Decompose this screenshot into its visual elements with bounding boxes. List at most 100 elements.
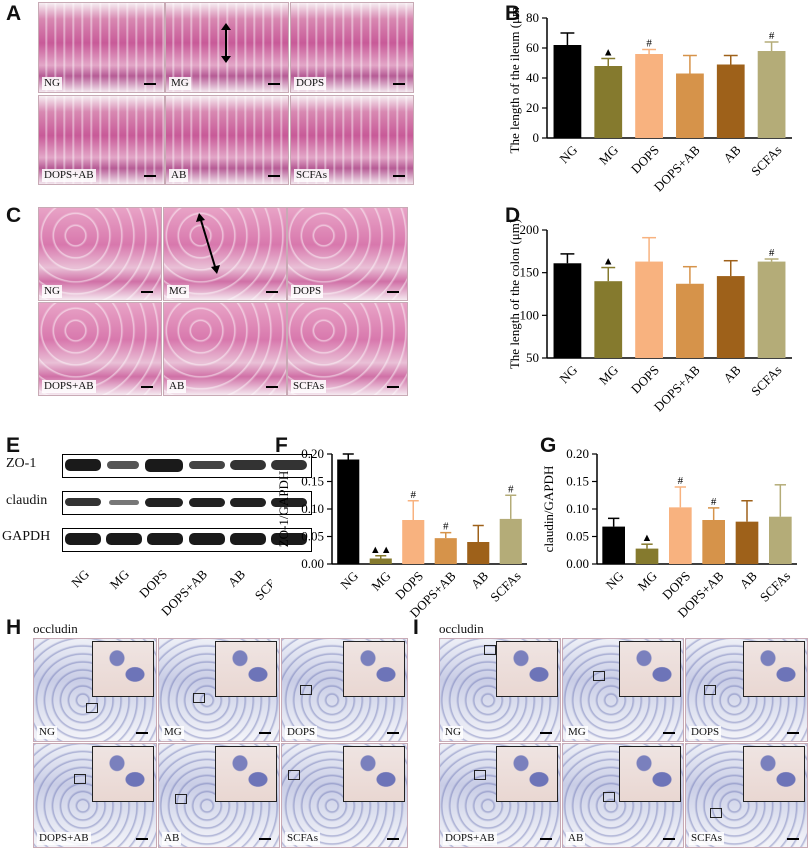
lane-label: MG (107, 567, 132, 592)
inset-source-box (710, 808, 722, 818)
micrograph-label: SCFAs (689, 832, 724, 845)
micrograph-label: DOPS+AB (443, 832, 497, 845)
y-tick-label: 0.20 (301, 446, 324, 461)
significance-mark: # (443, 521, 449, 533)
blot-band (65, 498, 101, 506)
micrograph-label: MG (169, 77, 191, 90)
bar (735, 521, 759, 564)
micrograph-a-dops-ab: DOPS+AB (38, 95, 165, 185)
x-tick-label: NG (556, 142, 580, 166)
ihc-title: occludin (439, 621, 484, 636)
x-tick-label: AB (737, 568, 761, 592)
x-tick-label: MG (596, 142, 621, 167)
blot-strip-gapdh (62, 528, 312, 552)
scale-bar (393, 83, 405, 85)
y-tick-label: 50 (526, 350, 539, 365)
inset-source-box (474, 770, 486, 780)
blot-band (271, 498, 307, 507)
scale-bar (144, 83, 156, 85)
x-tick-label: MG (634, 568, 659, 593)
scale-bar (259, 732, 271, 734)
micrograph-c-ng: NG (38, 207, 162, 301)
blot-band (271, 533, 307, 545)
bar (594, 281, 623, 358)
scale-bar (387, 386, 399, 388)
x-tick-label: NG (337, 568, 361, 592)
scale-bar (787, 838, 799, 840)
ihc-h-ng: NG (33, 638, 157, 742)
ihc-h-dops: DOPS (281, 638, 408, 742)
panel-letter-b: B (505, 2, 521, 25)
ihc-inset (743, 641, 805, 697)
scale-bar (787, 732, 799, 734)
panel-letter-i: I (413, 616, 419, 639)
bar (602, 526, 625, 564)
significance-mark: ▲ (603, 256, 614, 268)
panel-letter-e: E (6, 434, 21, 457)
inset-source-box (74, 774, 86, 784)
scale-bar (393, 175, 405, 177)
y-tick-label: 0 (533, 130, 540, 145)
bar (769, 516, 792, 564)
blot-row-label: claudin (6, 493, 48, 508)
ihc-i-ab: AB (562, 743, 684, 848)
blot-band (65, 459, 101, 471)
blot-band (147, 533, 183, 545)
ihc-inset (496, 746, 558, 802)
panel-e-western-blot: ZO-1 claudin GAPDH NG MG DOPS DOPS+AB AB… (0, 440, 312, 620)
x-tick-label: NG (556, 362, 580, 386)
bar (553, 45, 582, 138)
micrograph-c-ab: AB (163, 302, 287, 396)
inset-source-box (193, 693, 205, 703)
significance-mark: ▲▲ (370, 544, 392, 556)
y-axis-label: ZO-1/GAPDH (276, 471, 291, 548)
x-tick-label: AB (468, 568, 492, 592)
inset-source-box (593, 671, 605, 681)
scale-bar (540, 838, 552, 840)
lane-label: AB (225, 566, 249, 590)
y-tick-label: 0.05 (301, 529, 324, 544)
scale-bar (663, 732, 675, 734)
x-tick-label: SCFAs (487, 568, 524, 605)
ihc-i-ng: NG (439, 638, 561, 742)
ihc-inset (92, 641, 154, 697)
ihc-h-dops-ab: DOPS+AB (33, 743, 157, 848)
scale-bar (259, 838, 271, 840)
y-axis-label: claudin/GAPDH (541, 466, 556, 553)
significance-mark: # (769, 30, 775, 42)
y-tick-label: 0.10 (566, 501, 589, 516)
scale-bar (141, 291, 153, 293)
bar (635, 54, 663, 138)
bar (676, 73, 704, 138)
micrograph-label: MG (167, 285, 189, 298)
bar (716, 64, 745, 138)
micrograph-label: AB (169, 169, 189, 182)
chart-b-ileum-length: 0 20 40 60 80 The length of the ileum (μm) NG ▲… (507, 8, 792, 194)
blot-band (230, 498, 266, 507)
blot-strip-claudin (62, 491, 312, 515)
micrograph-c-dops: DOPS (287, 207, 408, 301)
inset-source-box (603, 792, 615, 802)
scale-bar (266, 291, 278, 293)
y-tick-label: 100 (520, 307, 540, 322)
panel-letter-d: D (505, 204, 521, 227)
scale-bar (136, 732, 148, 734)
bar (676, 283, 704, 358)
inset-source-box (86, 703, 98, 713)
y-tick-label: 20 (526, 100, 539, 115)
blot-row-label: GAPDH (2, 529, 51, 544)
scale-bar (268, 83, 280, 85)
x-tick-label: DOPS (628, 142, 662, 176)
y-tick-label: 60 (526, 40, 539, 55)
bar (434, 538, 457, 564)
measurement-arrow (221, 23, 231, 63)
ihc-inset (343, 746, 405, 802)
significance-mark: # (769, 247, 775, 259)
scale-bar (141, 386, 153, 388)
micrograph-label: DOPS+AB (42, 169, 96, 182)
micrograph-label: DOPS+AB (37, 832, 91, 845)
blot-band (230, 460, 266, 470)
bar (669, 507, 692, 564)
x-tick-label: NG (603, 568, 627, 592)
